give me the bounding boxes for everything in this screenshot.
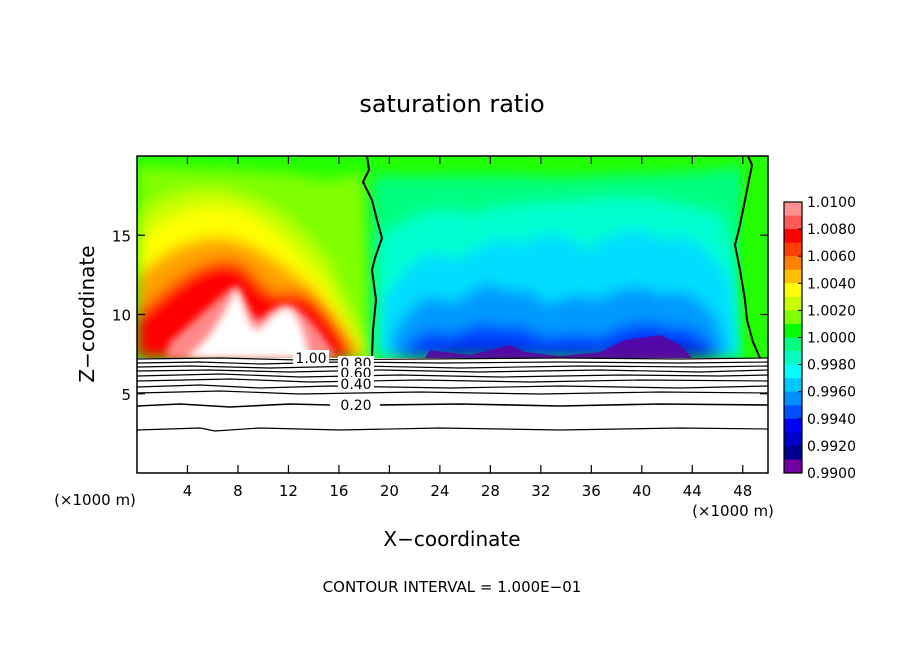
contour-labels: 1.00 0.80 0.60 0.40 0.20 <box>293 350 376 414</box>
colorbar-swatch <box>784 296 802 311</box>
y-axis-label: Z−coordinate <box>75 245 99 382</box>
colorbar-swatch <box>784 256 802 271</box>
contour-line <box>137 390 768 395</box>
colorbar-swatch <box>784 337 802 352</box>
field-clear-core <box>185 288 310 358</box>
y-tick-label: 5 <box>121 386 131 404</box>
colorbar-swatch <box>784 323 802 338</box>
x-tick-label: 4 <box>183 482 193 500</box>
x-axis: 4 8 12 16 20 24 28 32 36 40 44 48 <box>183 156 752 500</box>
colorbar-swatch <box>784 215 802 230</box>
contour-label-bg <box>338 366 374 379</box>
contour-line <box>137 373 768 378</box>
colorbar-swatch <box>784 378 802 393</box>
colorbar-label: 0.9980 <box>807 358 856 374</box>
colorbar-swatch <box>784 202 802 217</box>
x-tick-label: 12 <box>279 482 298 500</box>
saturation-field <box>137 156 768 473</box>
contour-label-bg <box>338 356 374 369</box>
x-unit-right: (×1000 m) <box>692 502 774 520</box>
colorbar-swatch <box>784 351 802 366</box>
contour-label: 1.00 <box>295 351 326 367</box>
contour-label-bg <box>338 377 374 390</box>
colorbar-swatch <box>784 242 802 257</box>
colorbar-swatch <box>784 229 802 244</box>
x-tick-label: 40 <box>632 482 651 500</box>
field-right-band <box>739 156 768 358</box>
colorbar-swatch <box>784 459 802 474</box>
x-tick-label: 16 <box>329 482 348 500</box>
x-tick-label: 8 <box>233 482 243 500</box>
colorbar-label: 0.9900 <box>807 466 856 482</box>
unity-line-left <box>361 156 384 359</box>
x-tick-label: 36 <box>582 482 601 500</box>
colorbar-swatch <box>784 418 802 433</box>
colorbar-swatch <box>784 269 802 284</box>
contour-label-bg <box>293 350 329 364</box>
unity-line-right <box>733 156 761 359</box>
contour-line <box>137 357 768 361</box>
y-tick-label: 10 <box>112 307 131 325</box>
contour-interval-note: CONTOUR INTERVAL = 1.000E−01 <box>323 578 582 596</box>
x-unit-left: (×1000 m) <box>54 491 136 509</box>
x-tick-label: 48 <box>733 482 752 500</box>
contour-line <box>137 427 768 432</box>
colorbar-swatch <box>784 391 802 406</box>
x-axis-label: X−coordinate <box>383 527 520 551</box>
contour-line <box>137 369 768 373</box>
y-axis: 5 10 15 <box>112 227 768 404</box>
x-tick-label: 28 <box>481 482 500 500</box>
colorbar-label: 1.0000 <box>807 331 856 347</box>
contour-line <box>137 365 768 369</box>
colorbar-label: 1.0100 <box>807 195 856 211</box>
colorbar-label: 1.0020 <box>807 303 856 319</box>
contour-line <box>137 361 768 365</box>
colorbar-label: 0.9960 <box>807 385 856 401</box>
colorbar-swatch <box>784 364 802 379</box>
x-tick-label: 44 <box>683 482 702 500</box>
contour-label: 0.40 <box>340 377 371 393</box>
colorbar: 1.0100 1.0080 1.0060 1.0040 1.0020 1.0000 0.99… <box>783 195 856 482</box>
contour-label: 0.20 <box>340 398 371 414</box>
colorbar-swatch <box>784 432 802 447</box>
contour-line <box>137 384 768 389</box>
contour-lines <box>137 357 768 432</box>
chart-title: saturation ratio <box>359 90 544 118</box>
colorbar-label: 1.0080 <box>807 222 856 238</box>
field-subsat-region <box>372 165 745 358</box>
contour-label-bg <box>336 397 376 411</box>
contour-line <box>137 378 768 383</box>
x-tick-label: 20 <box>380 482 399 500</box>
colorbar-swatch <box>784 310 802 325</box>
colorbar-label: 1.0040 <box>807 276 856 292</box>
colorbar-swatch <box>784 445 802 460</box>
colorbar-label: 0.9920 <box>807 439 856 455</box>
y-tick-label: 15 <box>112 227 131 245</box>
colorbar-swatch <box>784 283 802 298</box>
colorbar-swatch <box>784 405 802 420</box>
colorbar-label: 1.0060 <box>807 249 856 265</box>
x-tick-label: 32 <box>531 482 550 500</box>
colorbar-label: 0.9940 <box>807 412 856 428</box>
x-tick-label: 24 <box>430 482 449 500</box>
field-purple-fringe <box>425 335 692 358</box>
contour-line <box>137 403 768 408</box>
